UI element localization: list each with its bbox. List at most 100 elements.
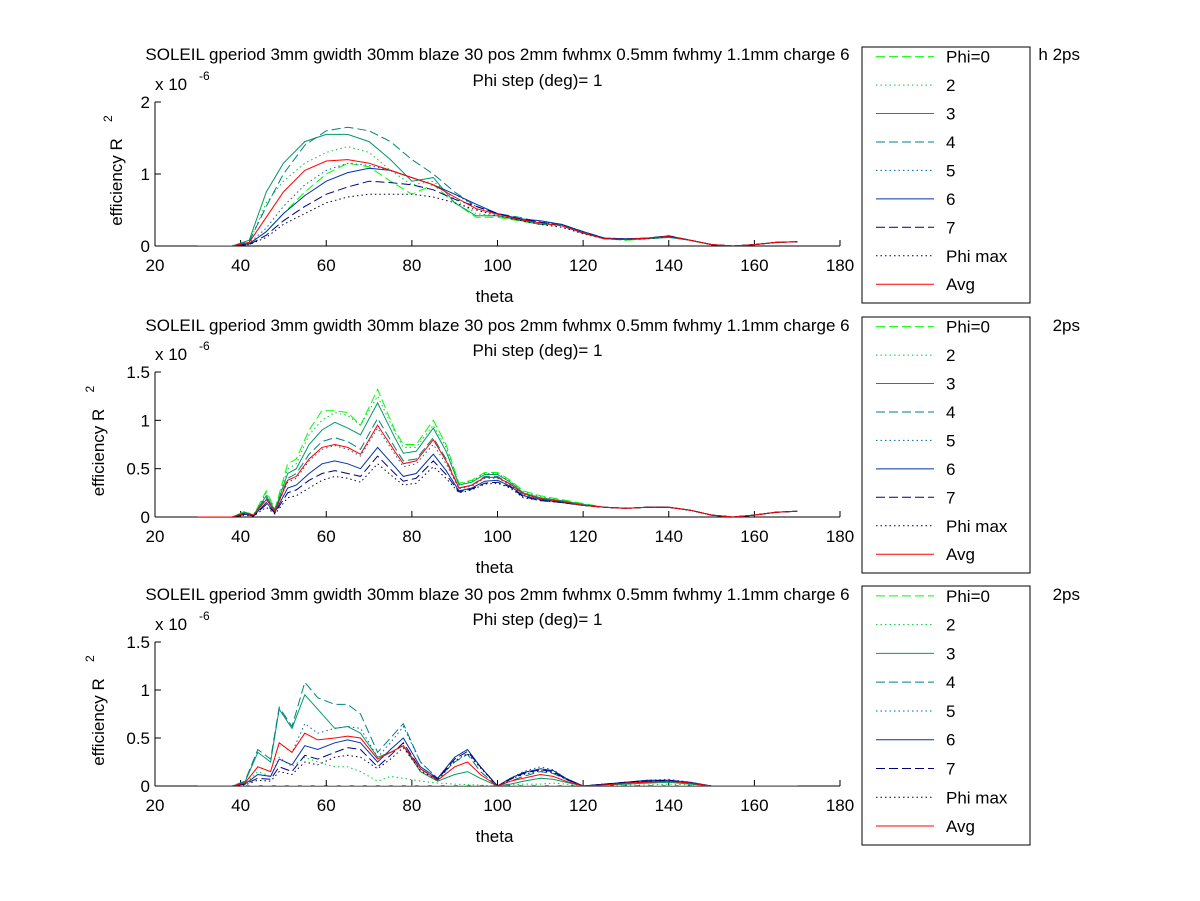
legend-label: 5 (946, 161, 955, 180)
x-tick-label: 160 (740, 256, 768, 275)
y-multiplier-label: x 10 (155, 345, 187, 364)
y-tick-label: 1.5 (126, 363, 150, 382)
x-tick-label: 120 (569, 527, 597, 546)
y-tick-label: 1.5 (126, 633, 150, 652)
chart-subtitle: Phi step (deg)= 1 (473, 610, 603, 629)
x-tick-label: 40 (231, 796, 250, 815)
x-tick-label: 160 (740, 527, 768, 546)
chart-title: SOLEIL gperiod 3mm gwidth 30mm blaze 30 … (145, 585, 849, 604)
plot-area (155, 372, 840, 517)
x-tick-label: 120 (569, 796, 597, 815)
x-tick-label: 40 (231, 256, 250, 275)
chart-subtitle: Phi step (deg)= 1 (473, 341, 603, 360)
x-tick-label: 80 (402, 527, 421, 546)
y-axis-label: efficiency R (89, 678, 108, 766)
series-line-2 (197, 756, 798, 786)
legend-label: Phi=0 (946, 318, 990, 337)
legend-label: 4 (946, 403, 955, 422)
legend-label: 7 (946, 759, 955, 778)
x-tick-label: 80 (402, 256, 421, 275)
series-line-4 (197, 417, 798, 517)
y-tick-label: 0.5 (126, 460, 150, 479)
legend-label: Phi=0 (946, 587, 990, 606)
y-tick-label: 2 (141, 93, 150, 112)
legend-label: 3 (946, 375, 955, 394)
y-tick-label: 1 (141, 681, 150, 700)
series-line-3 (197, 133, 798, 246)
x-tick-label: 140 (655, 796, 683, 815)
legend-label: 3 (946, 105, 955, 124)
legend-label: 6 (946, 460, 955, 479)
legend-label: Phi max (946, 788, 1008, 807)
series-line-phi-max (197, 463, 798, 517)
legend-label: 7 (946, 218, 955, 237)
series-line-phi-0 (197, 388, 798, 517)
y-tick-label: 1 (141, 411, 150, 430)
legend-label: Avg (946, 275, 975, 294)
x-axis-label: theta (476, 287, 514, 306)
y-tick-label: 0.5 (126, 729, 150, 748)
chart-title: SOLEIL gperiod 3mm gwidth 30mm blaze 30 … (145, 316, 849, 335)
legend-box (861, 585, 1031, 846)
series-line-6 (197, 737, 798, 786)
series-line-2 (197, 395, 798, 517)
series-line-3 (197, 401, 798, 517)
legend-label: Avg (946, 545, 975, 564)
y-tick-label: 0 (141, 237, 150, 256)
y-multiplier-label: x 10 (155, 75, 187, 94)
legend-label: 4 (946, 133, 955, 152)
x-tick-label: 180 (826, 796, 854, 815)
y-axis-label: efficiency R (107, 138, 126, 226)
series-line-phi-0 (197, 162, 798, 246)
legend-label: 2 (946, 346, 955, 365)
x-tick-label: 60 (317, 796, 336, 815)
y-multiplier-exponent: -6 (199, 339, 210, 353)
series-line-3 (197, 693, 798, 786)
legend-box (861, 316, 1031, 574)
legend-label: 2 (946, 616, 955, 635)
x-tick-label: 160 (740, 796, 768, 815)
legend-label: 5 (946, 702, 955, 721)
y-tick-label: 0 (141, 777, 150, 796)
legend-label: 6 (946, 731, 955, 750)
chart-title: SOLEIL gperiod 3mm gwidth 30mm blaze 30 … (145, 45, 849, 64)
legend-label: 4 (946, 673, 955, 692)
x-tick-label: 60 (317, 256, 336, 275)
y-tick-label: 1 (141, 165, 150, 184)
x-tick-label: 80 (402, 796, 421, 815)
series-line-avg (197, 159, 798, 246)
legend-label: Avg (946, 817, 975, 836)
chart-panel-2: SOLEIL gperiod 3mm gwidth 30mm blaze 30 … (83, 316, 1080, 577)
series-line-5 (197, 722, 798, 786)
legend-label: Phi max (946, 517, 1008, 536)
x-tick-label: 100 (483, 256, 511, 275)
legend-label: Phi=0 (946, 48, 990, 67)
x-tick-label: 140 (655, 256, 683, 275)
series-line-avg (197, 424, 798, 517)
x-axis-label: theta (476, 827, 514, 846)
legend-label: 6 (946, 190, 955, 209)
y-axis-label: efficiency R (89, 409, 108, 497)
y-multiplier-label: x 10 (155, 615, 187, 634)
legend-label: 7 (946, 488, 955, 507)
chart-title-tail: 2ps (1053, 316, 1080, 335)
x-tick-label: 140 (655, 527, 683, 546)
plot-area (155, 642, 840, 786)
x-tick-label: 120 (569, 256, 597, 275)
legend-box (861, 46, 1031, 304)
series-line-avg (197, 732, 798, 786)
chart-title-tail: 2ps (1053, 585, 1080, 604)
chart-panel-1: SOLEIL gperiod 3mm gwidth 30mm blaze 30 … (101, 45, 1080, 306)
y-axis-label-superscript: 2 (83, 386, 97, 393)
y-multiplier-exponent: -6 (199, 609, 210, 623)
series-line-7 (197, 455, 798, 517)
y-axis-label-superscript: 2 (101, 115, 115, 122)
x-axis-label: theta (476, 558, 514, 577)
x-tick-label: 20 (146, 796, 165, 815)
chart-panel-3: SOLEIL gperiod 3mm gwidth 30mm blaze 30 … (83, 585, 1080, 846)
series-line-2 (197, 146, 798, 246)
series-line-5 (197, 162, 798, 246)
y-multiplier-exponent: -6 (199, 69, 210, 83)
legend-label: 5 (946, 431, 955, 450)
x-tick-label: 180 (826, 256, 854, 275)
